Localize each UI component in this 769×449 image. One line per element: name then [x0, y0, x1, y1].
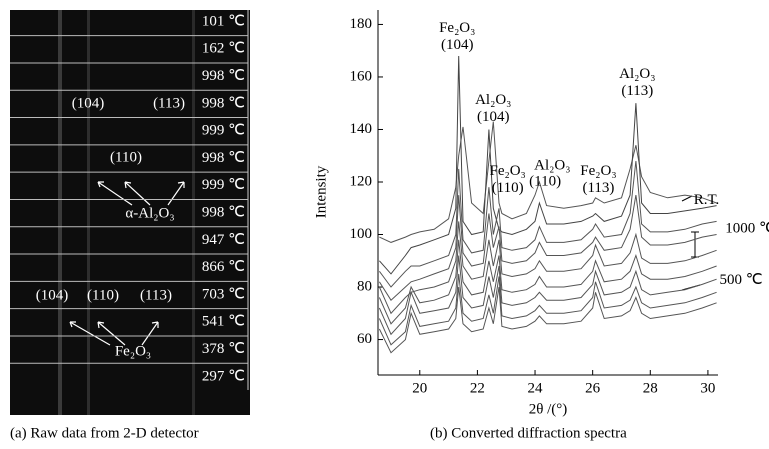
temperature-label: 998 ℃	[202, 150, 245, 166]
y-tick-label: 120	[350, 173, 373, 189]
spectrum-line	[378, 255, 717, 336]
x-tick-label: 24	[528, 380, 544, 396]
temperature-label: 998 ℃	[202, 205, 245, 221]
temperature-label: 541 ℃	[202, 314, 245, 330]
temperature-label: 998 ℃	[202, 68, 245, 84]
image-annotation: (113)	[140, 287, 172, 303]
peak-annotation: (104)	[477, 109, 510, 125]
temperature-label: 162 ℃	[202, 41, 245, 57]
spectrum-line	[378, 239, 717, 325]
temperature-label: 866 ℃	[202, 259, 245, 275]
image-annotation: (113)	[153, 95, 185, 111]
y-tick-label: 160	[350, 68, 373, 84]
image-annotation: (104)	[72, 95, 105, 111]
panel-b-caption: (b) Converted diffraction spectra	[430, 425, 627, 441]
peak-annotation: (110)	[492, 180, 524, 196]
peak-annotation: (113)	[582, 180, 614, 196]
temperature-label: 947 ℃	[202, 232, 245, 248]
arrows	[69, 181, 185, 346]
x-tick-label: 20	[412, 380, 427, 396]
x-axis-label: 2θ /(°)	[529, 401, 568, 417]
image-annotation: α-Al₂O₃	[125, 205, 174, 221]
diffraction-streak	[58, 10, 62, 415]
temperature-label: 999 ℃	[202, 177, 245, 193]
temperature-label: 999 ℃	[202, 123, 245, 139]
peak-annotation: (110)	[529, 173, 561, 189]
spectrum-line	[379, 121, 717, 243]
x-tick-label: 26	[585, 380, 601, 396]
peak-annotation: Al₂O₃	[619, 66, 655, 82]
peak-annotation: Fe₂O₃	[490, 163, 526, 179]
peak-annotation: Al₂O₃	[534, 158, 570, 174]
y-tick-label: 180	[350, 16, 373, 32]
y-axis-label: Intensity	[313, 165, 329, 218]
peak-annotation: (113)	[621, 83, 653, 99]
x-tick-label: 30	[700, 380, 715, 396]
spectrum-line	[379, 55, 717, 275]
image-annotation: (104)	[36, 287, 69, 303]
x-tick-label: 22	[470, 380, 485, 396]
spectrum-line	[378, 160, 717, 288]
x-tick-label: 28	[643, 380, 658, 396]
peak-annotation: (104)	[441, 37, 474, 53]
peak-annotation: Fe₂O₃	[580, 163, 616, 179]
y-tick-label: 80	[357, 278, 372, 294]
y-tick-label: 60	[357, 331, 372, 347]
diffraction-streak	[87, 10, 90, 415]
diffraction-streak	[192, 10, 195, 415]
panel-a-caption: (a) Raw data from 2-D detector	[10, 425, 199, 441]
temperature-label: 297 ℃	[202, 368, 245, 384]
temperature-label: 998 ℃	[202, 95, 245, 111]
peak-annotation: Al₂O₃	[475, 92, 511, 108]
image-annotation: (110)	[87, 287, 119, 303]
spectrum-line	[378, 221, 717, 315]
peak-annotation: 500 ℃	[719, 272, 762, 288]
peak-annotation: Fe₂O₃	[439, 20, 475, 36]
spectrum-line	[378, 273, 717, 346]
y-tick-label: 100	[350, 226, 373, 242]
image-annotation: Fe₂O₃	[115, 343, 151, 359]
temperature-label: 703 ℃	[202, 286, 245, 302]
spectrum-line	[378, 195, 717, 301]
spectrum-line	[378, 286, 717, 354]
detector-image	[10, 10, 250, 415]
peak-annotation: 1000 ℃	[725, 221, 769, 237]
temperature-label: 378 ℃	[202, 341, 245, 357]
peak-annotation: R.T.	[694, 192, 720, 208]
y-tick-label: 140	[350, 121, 373, 137]
image-annotation: (110)	[110, 149, 142, 165]
temperature-label: 101 ℃	[202, 13, 245, 29]
